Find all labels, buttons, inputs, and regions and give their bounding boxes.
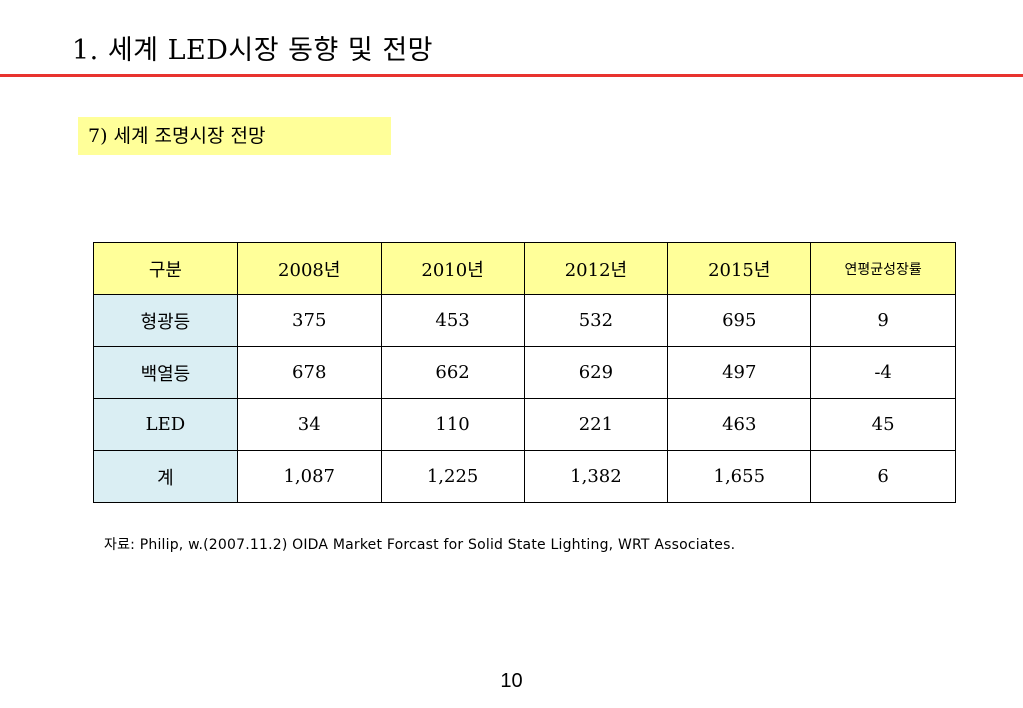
table-cell: 221 <box>523 398 669 451</box>
table-row: 형광등 375 453 532 695 9 <box>93 294 956 347</box>
title-divider <box>0 74 1023 77</box>
header-category: 구분 <box>93 242 238 295</box>
table-cell: 463 <box>667 398 812 451</box>
table-cell: 9 <box>810 294 956 347</box>
section-heading: 7) 세계 조명시장 전망 <box>78 117 391 155</box>
row-label: 형광등 <box>93 294 238 347</box>
lighting-market-table: 구분 2008년 2010년 2012년 2015년 연평균성장률 형광등 37… <box>93 242 956 503</box>
row-label: 계 <box>93 450 238 503</box>
table-cell: 34 <box>236 398 382 451</box>
header-cagr: 연평균성장률 <box>810 242 956 295</box>
table-cell: 375 <box>236 294 382 347</box>
header-2015: 2015년 <box>667 242 812 295</box>
header-2012: 2012년 <box>523 242 669 295</box>
table-cell: 695 <box>667 294 812 347</box>
table-cell: 629 <box>523 346 669 399</box>
table-cell: 497 <box>667 346 812 399</box>
table-row: 백열등 678 662 629 497 -4 <box>93 346 956 399</box>
row-label: LED <box>93 398 238 451</box>
header-2008: 2008년 <box>236 242 382 295</box>
table-cell: 1,655 <box>667 450 812 503</box>
page-title: 1. 세계 LED시장 동향 및 전망 <box>72 35 434 66</box>
table-cell: -4 <box>810 346 956 399</box>
table-row: 계 1,087 1,225 1,382 1,655 6 <box>93 450 956 503</box>
row-label: 백열등 <box>93 346 238 399</box>
table-cell: 45 <box>810 398 956 451</box>
table-header-row: 구분 2008년 2010년 2012년 2015년 연평균성장률 <box>93 242 956 295</box>
table-cell: 532 <box>523 294 669 347</box>
table-cell: 453 <box>380 294 525 347</box>
table-cell: 662 <box>380 346 525 399</box>
table-cell: 1,087 <box>236 450 382 503</box>
table-cell: 678 <box>236 346 382 399</box>
page-number: 10 <box>500 670 523 692</box>
table-cell: 110 <box>380 398 525 451</box>
source-note: 자료: Philip, w.(2007.11.2) OIDA Market Fo… <box>104 537 736 553</box>
table-cell: 1,382 <box>523 450 669 503</box>
table-cell: 6 <box>810 450 956 503</box>
header-2010: 2010년 <box>380 242 525 295</box>
table-cell: 1,225 <box>380 450 525 503</box>
table-row: LED 34 110 221 463 45 <box>93 398 956 451</box>
